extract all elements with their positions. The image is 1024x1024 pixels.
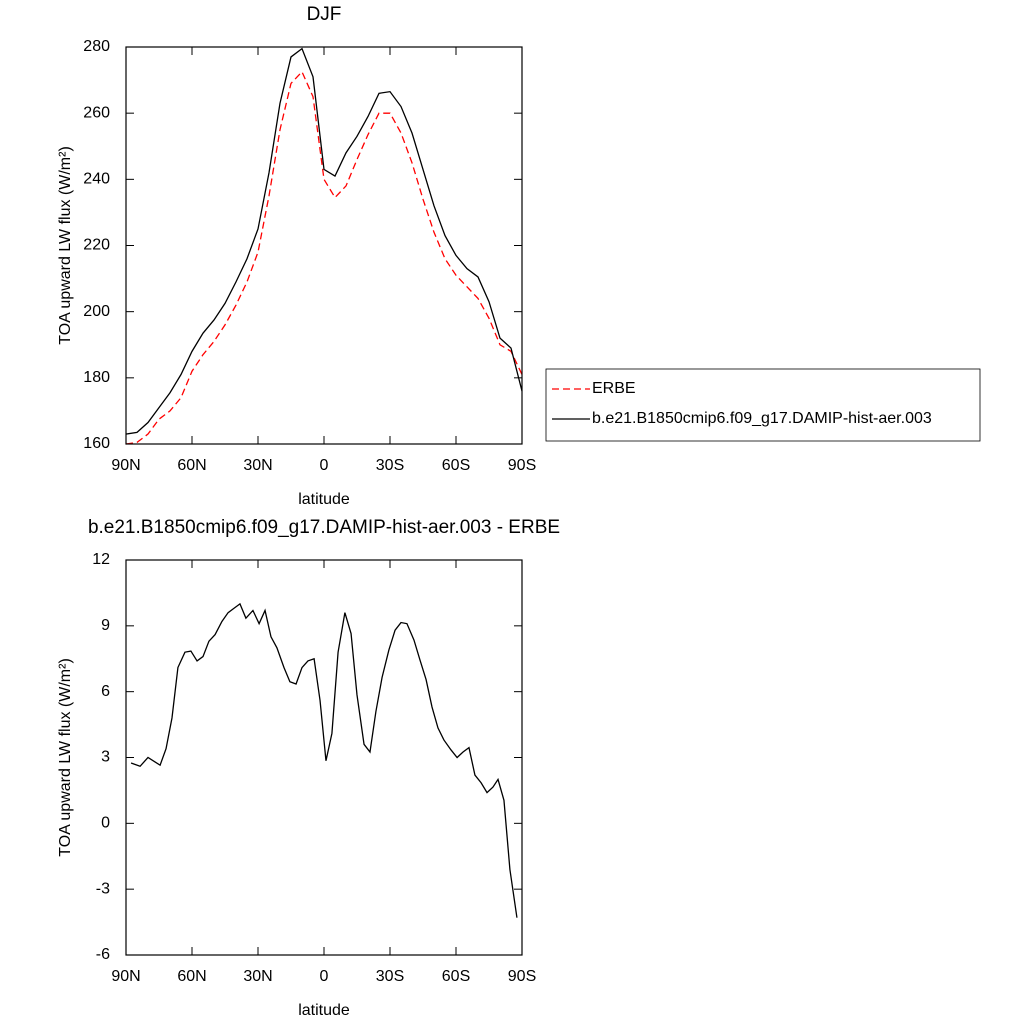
- y-axis-label: TOA upward LW flux (W/m²): [57, 658, 74, 857]
- legend-label: ERBE: [592, 380, 636, 397]
- data-line: [125, 47, 523, 435]
- y-tick-label: 6: [101, 683, 110, 700]
- y-tick-label: 180: [83, 369, 110, 386]
- x-tick-label: 90N: [111, 968, 140, 985]
- y-tick-label: 0: [101, 815, 110, 832]
- legend-label: b.e21.B1850cmip6.f09_g17.DAMIP-hist-aer.…: [592, 410, 932, 427]
- y-tick-label: 260: [83, 104, 110, 121]
- x-tick-label: 90S: [508, 968, 536, 985]
- y-tick-label: -6: [96, 946, 110, 963]
- plot-frame: [125, 559, 523, 956]
- y-tick-label: -3: [96, 880, 110, 897]
- x-tick-label: 0: [320, 968, 329, 985]
- x-tick-label: 30S: [376, 968, 404, 985]
- y-tick-label: 240: [83, 171, 110, 188]
- y-tick-label: 3: [101, 749, 110, 766]
- x-tick-label: 30N: [243, 968, 272, 985]
- x-tick-label: 60N: [177, 968, 206, 985]
- legend-box: [545, 368, 981, 442]
- panel: b.e21.B1850cmip6.f09_g17.DAMIP-hist-aer.…: [57, 517, 560, 1019]
- x-tick-label: 90S: [508, 457, 536, 474]
- x-tick-label: 60S: [442, 457, 470, 474]
- x-tick-label: 90N: [111, 457, 140, 474]
- y-tick-label: 220: [83, 237, 110, 254]
- data-line: [125, 70, 523, 445]
- y-axis-label: TOA upward LW flux (W/m²): [57, 146, 74, 345]
- x-tick-label: 60S: [442, 968, 470, 985]
- x-axis-label: latitude: [298, 491, 350, 508]
- y-tick-label: 9: [101, 617, 110, 634]
- y-tick-label: 12: [92, 551, 110, 568]
- y-tick-label: 200: [83, 303, 110, 320]
- chart-title: b.e21.B1850cmip6.f09_g17.DAMIP-hist-aer.…: [88, 517, 560, 538]
- legend: ERBE b.e21.B1850cmip6.f09_g17.DAMIP-hist-…: [545, 368, 981, 442]
- x-axis-label: latitude: [298, 1002, 350, 1019]
- x-tick-label: 0: [320, 457, 329, 474]
- chart-title: DJF: [307, 4, 342, 25]
- y-tick-label: 160: [83, 435, 110, 452]
- x-tick-label: 30N: [243, 457, 272, 474]
- panel: DJF latitude TOA upward LW flux (W/m²) 160 1…: [57, 4, 981, 508]
- plot-frame: [125, 46, 523, 445]
- x-tick-label: 60N: [177, 457, 206, 474]
- data-line: [130, 602, 518, 918]
- y-tick-label: 280: [83, 38, 110, 55]
- x-tick-label: 30S: [376, 457, 404, 474]
